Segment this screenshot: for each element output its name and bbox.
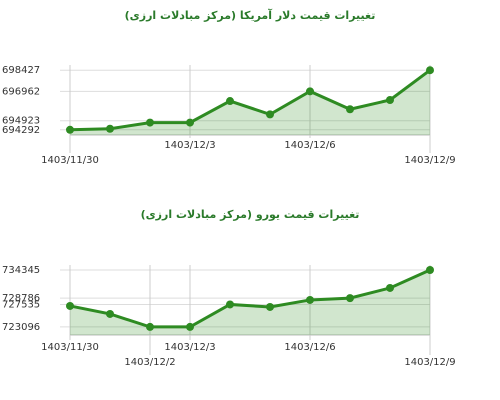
x-tick-label: 1403/11/30 (41, 155, 99, 166)
point (66, 301, 74, 310)
y-tick-label: 696962 (2, 86, 40, 97)
point (266, 302, 274, 311)
x-tick-label: 1403/11/30 (41, 342, 99, 353)
chart-title: تغییرات قیمت دلار آمریکا (مرکز مبادلات ا… (125, 8, 376, 22)
chart-title: تغییرات قیمت یورو (مرکز مبادلات ارزی) (141, 208, 360, 221)
y-tick-label: 723096 (2, 322, 40, 333)
line (69, 69, 431, 132)
y-tick-label: 694923 (2, 116, 40, 127)
y-tick-label: 734345 (2, 265, 40, 276)
point (306, 295, 314, 304)
point (226, 300, 234, 309)
x-tick-label: 1403/12/6 (284, 140, 335, 151)
x-tick-label: 1403/12/9 (404, 155, 455, 166)
x-tick-label: 1403/12/6 (284, 342, 335, 353)
y-tick-label: 698427 (2, 65, 40, 76)
point (266, 110, 274, 119)
point (346, 105, 354, 114)
point (386, 283, 394, 292)
point (186, 118, 194, 127)
point (106, 124, 114, 133)
point (146, 118, 154, 127)
point (426, 265, 434, 274)
x-tick-label: 1403/12/3 (164, 342, 215, 353)
area (70, 70, 430, 135)
y-tick-label: 728786 (2, 293, 40, 304)
area (70, 269, 430, 335)
x-tick-label: 1403/12/2 (124, 357, 175, 368)
point (386, 96, 394, 105)
point (146, 322, 154, 331)
line (69, 268, 431, 329)
x-tick-label: 1403/12/9 (404, 357, 455, 368)
point (186, 322, 194, 331)
y-tick-label: 694292 (2, 125, 40, 136)
point (426, 66, 434, 75)
point (346, 294, 354, 303)
x-tick-label: 1403/12/3 (164, 140, 215, 151)
point (306, 87, 314, 96)
y-tick-label: 727535 (2, 299, 40, 310)
point (66, 125, 74, 134)
point (226, 97, 234, 106)
point (106, 309, 114, 318)
